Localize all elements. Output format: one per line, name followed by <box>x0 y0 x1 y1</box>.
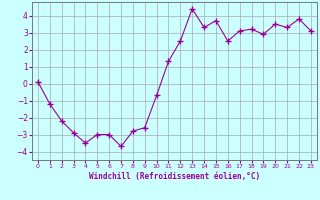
X-axis label: Windchill (Refroidissement éolien,°C): Windchill (Refroidissement éolien,°C) <box>89 172 260 181</box>
